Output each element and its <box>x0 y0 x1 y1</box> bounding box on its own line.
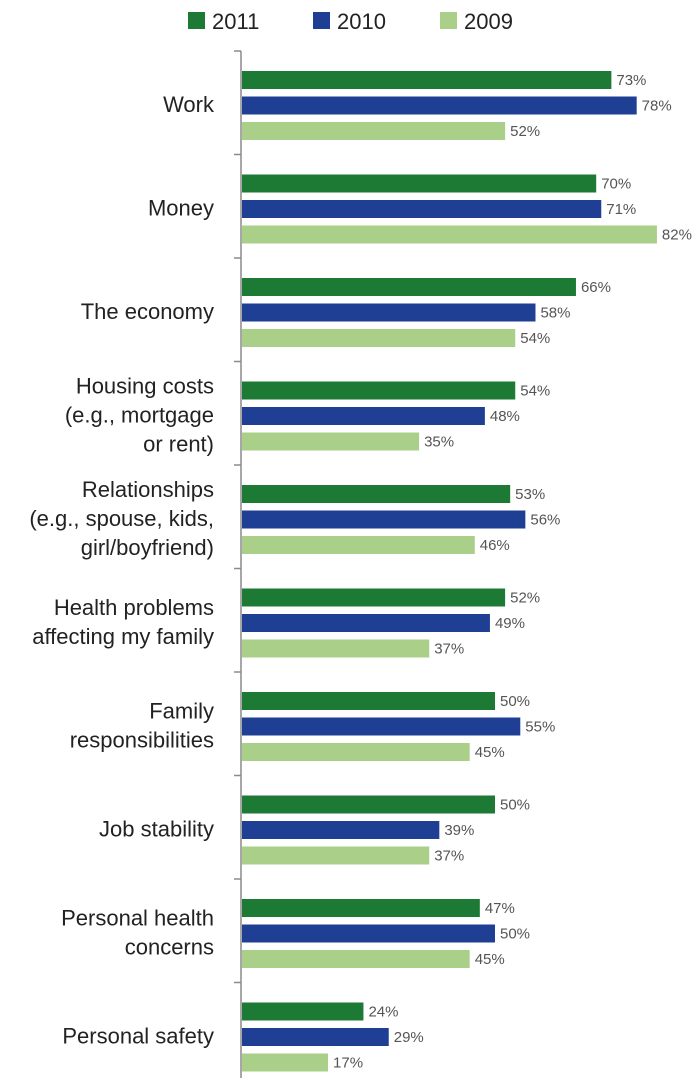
bar-2010-money <box>242 200 602 218</box>
value-label: 45% <box>475 951 505 968</box>
value-label: 35% <box>424 434 454 451</box>
category-label: Personal health <box>61 905 214 930</box>
value-label: 52% <box>510 123 540 140</box>
value-label: 53% <box>515 486 545 503</box>
category-labels: Work Money The economy Housing costs (e.g., … <box>29 92 215 1049</box>
category-label: Housing costs <box>76 373 214 398</box>
category-axis <box>234 50 242 1078</box>
bar-2010-the-economy <box>242 303 536 322</box>
value-label: 49% <box>495 615 525 632</box>
bar-2011-work <box>242 71 612 89</box>
value-label: 55% <box>525 719 555 736</box>
bars: 73%78%52%70%71%82%66%58%54%54%48%35%53%5… <box>242 71 692 1072</box>
value-label: 50% <box>500 693 530 710</box>
bar-2011-family-responsibilities <box>242 692 495 710</box>
bar-2010-relationships-e-g-spouse-kids-girl-boyfriend <box>242 510 526 529</box>
value-label: 73% <box>616 72 646 89</box>
bar-2011-relationships-e-g-spouse-kids-girl-boyfriend <box>242 485 511 503</box>
legend-swatch-2011 <box>188 12 205 29</box>
bar-2009-money <box>242 225 657 244</box>
bar-2011-housing-costs-e-g-mortgage-or-rent <box>242 381 516 400</box>
value-label: 66% <box>581 279 611 296</box>
bar-2009-job-stability <box>242 846 430 865</box>
legend-label-2010: 2010 <box>337 9 386 34</box>
bar-2010-health-problems-affecting-my-family <box>242 614 490 632</box>
bar-2011-job-stability <box>242 795 495 814</box>
bar-2011-health-problems-affecting-my-family <box>242 588 506 607</box>
value-label: 45% <box>475 744 505 761</box>
bar-2011-personal-safety <box>242 1002 364 1021</box>
bar-2010-housing-costs-e-g-mortgage-or-rent <box>242 407 485 425</box>
bar-2009-health-problems-affecting-my-family <box>242 639 430 658</box>
value-label: 17% <box>333 1055 363 1072</box>
bar-2009-the-economy <box>242 329 516 347</box>
category-label: Work <box>163 92 215 117</box>
category-label: The economy <box>81 299 214 324</box>
bar-2010-personal-safety <box>242 1028 389 1046</box>
value-label: 82% <box>662 227 692 244</box>
value-label: 78% <box>642 98 672 115</box>
bar-2010-job-stability <box>242 821 440 839</box>
value-label: 48% <box>490 408 520 425</box>
value-label: 50% <box>500 797 530 814</box>
category-label: (e.g., mortgage <box>65 402 214 427</box>
category-label: affecting my family <box>32 624 214 649</box>
legend-label-2009: 2009 <box>464 9 513 34</box>
legend-label-2011: 2011 <box>212 9 259 34</box>
value-label: 29% <box>394 1029 424 1046</box>
legend-swatch-2009 <box>440 12 457 29</box>
category-label: or rent) <box>143 431 214 456</box>
bar-2011-personal-health-concerns <box>242 899 480 917</box>
bar-2009-personal-safety <box>242 1053 329 1072</box>
category-label: girl/boyfriend) <box>81 535 214 560</box>
value-label: 54% <box>520 330 550 347</box>
value-label: 37% <box>434 641 464 658</box>
bar-2009-work <box>242 122 506 140</box>
legend-swatch-2010 <box>313 12 330 29</box>
value-label: 37% <box>434 848 464 865</box>
value-label: 52% <box>510 590 540 607</box>
value-label: 47% <box>485 900 515 917</box>
category-label: Relationships <box>82 477 214 502</box>
bar-2010-family-responsibilities <box>242 717 521 736</box>
category-label: Job stability <box>99 816 214 841</box>
bar-2010-work <box>242 96 637 115</box>
bar-2009-personal-health-concerns <box>242 950 470 968</box>
value-label: 71% <box>606 201 636 218</box>
category-label: Family <box>149 698 214 723</box>
value-label: 58% <box>540 305 570 322</box>
category-label: concerns <box>125 934 214 959</box>
bar-2009-relationships-e-g-spouse-kids-girl-boyfriend <box>242 536 475 554</box>
bar-2009-housing-costs-e-g-mortgage-or-rent <box>242 432 420 451</box>
value-label: 50% <box>500 926 530 943</box>
bar-2009-family-responsibilities <box>242 743 470 761</box>
category-label: (e.g., spouse, kids, <box>29 506 214 531</box>
value-label: 56% <box>530 512 560 529</box>
value-label: 54% <box>520 383 550 400</box>
bar-2010-personal-health-concerns <box>242 924 495 943</box>
legend: 2011 2010 2009 <box>188 9 513 34</box>
category-label: Health problems <box>54 595 214 620</box>
category-label: Money <box>148 195 214 220</box>
bar-2011-the-economy <box>242 278 576 296</box>
bar-2011-money <box>242 174 597 193</box>
value-label: 24% <box>368 1004 398 1021</box>
value-label: 39% <box>444 822 474 839</box>
category-label: responsibilities <box>70 727 214 752</box>
category-label: Personal safety <box>62 1023 214 1048</box>
value-label: 70% <box>601 176 631 193</box>
value-label: 46% <box>480 537 510 554</box>
